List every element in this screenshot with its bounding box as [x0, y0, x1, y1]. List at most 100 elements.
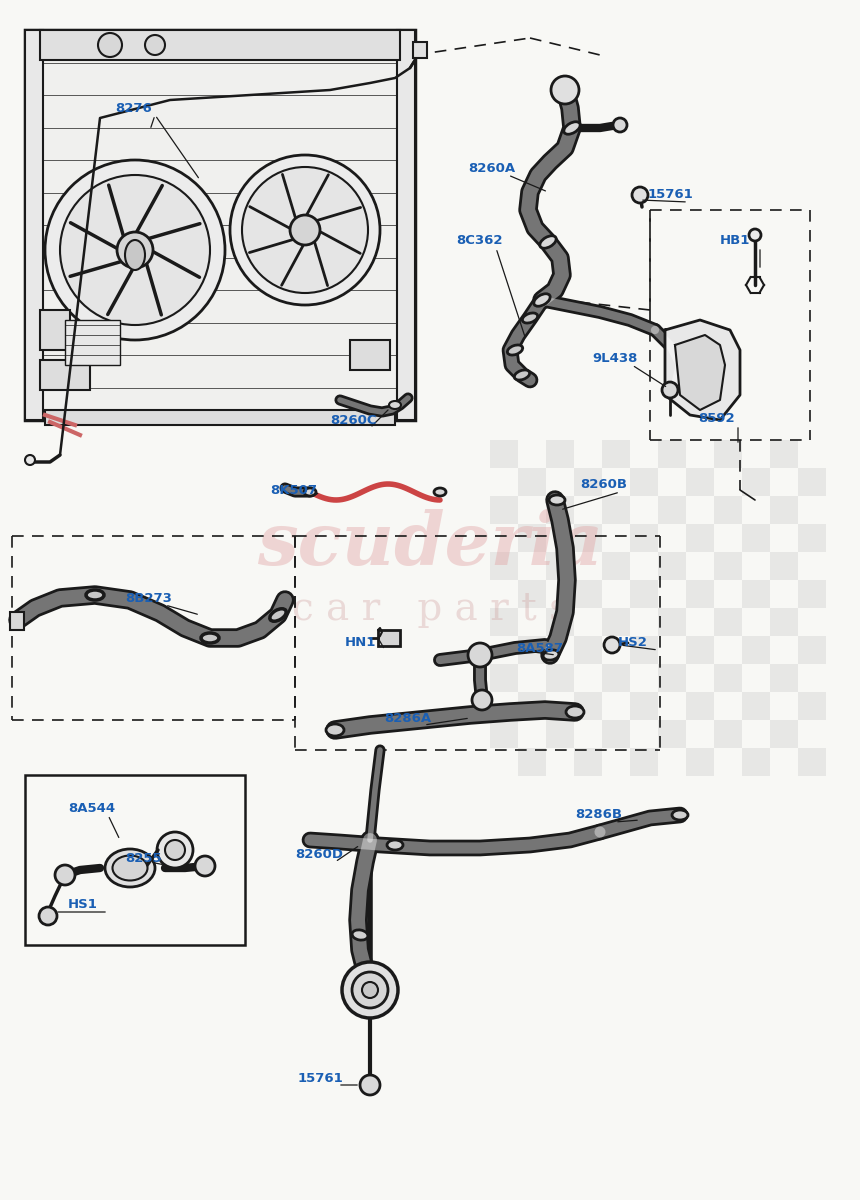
Circle shape	[749, 229, 761, 241]
Bar	[630, 580, 658, 608]
Bar	[798, 468, 826, 496]
Bar	[742, 692, 770, 720]
Bar	[10, 612, 24, 630]
Circle shape	[25, 455, 35, 464]
Bar	[742, 636, 770, 664]
Bar	[574, 524, 602, 552]
Bar	[798, 524, 826, 552]
Bar	[658, 496, 686, 524]
Text: 8276: 8276	[115, 102, 151, 114]
Bar	[742, 468, 770, 496]
Bar	[397, 30, 415, 420]
Ellipse shape	[549, 494, 565, 505]
Ellipse shape	[387, 840, 403, 850]
Circle shape	[45, 160, 225, 340]
Text: HN1: HN1	[345, 636, 377, 649]
Bar	[658, 440, 686, 468]
Text: 8A544: 8A544	[68, 802, 115, 815]
Bar	[546, 720, 574, 748]
Text: 15761: 15761	[648, 188, 694, 202]
Ellipse shape	[543, 650, 559, 660]
Circle shape	[362, 982, 378, 998]
Text: HB1: HB1	[720, 234, 751, 246]
Text: 8K507: 8K507	[270, 484, 317, 497]
Ellipse shape	[201, 634, 219, 643]
Polygon shape	[665, 320, 740, 420]
Text: 8B273: 8B273	[125, 592, 172, 605]
Ellipse shape	[514, 370, 530, 380]
Circle shape	[352, 972, 388, 1008]
Ellipse shape	[352, 930, 368, 940]
Ellipse shape	[270, 608, 286, 622]
Bar	[490, 440, 518, 468]
Text: 15761: 15761	[298, 1072, 344, 1085]
Bar	[798, 636, 826, 664]
Circle shape	[165, 840, 185, 860]
Ellipse shape	[566, 706, 584, 718]
Bar	[714, 720, 742, 748]
Bar	[45, 410, 395, 425]
Bar	[770, 720, 798, 748]
Bar	[25, 30, 415, 420]
Text: 8592: 8592	[698, 412, 734, 425]
Circle shape	[39, 907, 57, 925]
Bar	[602, 664, 630, 692]
Bar	[658, 720, 686, 748]
Polygon shape	[675, 335, 725, 410]
Ellipse shape	[534, 294, 550, 306]
Ellipse shape	[304, 488, 316, 496]
Bar	[742, 580, 770, 608]
Bar	[658, 608, 686, 636]
Text: 8260A: 8260A	[468, 162, 515, 174]
Bar	[630, 524, 658, 552]
Bar	[686, 692, 714, 720]
Ellipse shape	[113, 856, 148, 881]
Ellipse shape	[522, 313, 538, 323]
Bar	[602, 608, 630, 636]
Circle shape	[195, 856, 215, 876]
Ellipse shape	[86, 590, 104, 600]
Bar	[490, 720, 518, 748]
Circle shape	[662, 382, 678, 398]
Circle shape	[242, 167, 368, 293]
Ellipse shape	[564, 121, 580, 134]
Bar	[413, 42, 427, 58]
Bar	[770, 496, 798, 524]
Bar	[714, 608, 742, 636]
Bar	[518, 692, 546, 720]
Circle shape	[290, 215, 320, 245]
Text: HS2: HS2	[618, 636, 648, 649]
Circle shape	[342, 962, 398, 1018]
Bar	[518, 524, 546, 552]
Circle shape	[157, 832, 193, 868]
Circle shape	[55, 865, 75, 886]
Circle shape	[632, 187, 648, 203]
Circle shape	[604, 637, 620, 653]
Text: HS1: HS1	[68, 899, 98, 912]
Ellipse shape	[540, 235, 556, 248]
Text: 9L438: 9L438	[592, 352, 637, 365]
Bar	[742, 524, 770, 552]
Ellipse shape	[125, 240, 145, 270]
Bar	[714, 552, 742, 580]
Circle shape	[551, 76, 579, 104]
Ellipse shape	[434, 488, 446, 496]
Bar	[518, 748, 546, 776]
Bar	[378, 630, 400, 646]
Circle shape	[98, 32, 122, 56]
Circle shape	[60, 175, 210, 325]
Text: 8C362: 8C362	[456, 234, 502, 246]
Bar	[686, 580, 714, 608]
Text: scuderia: scuderia	[257, 510, 603, 581]
Bar	[574, 748, 602, 776]
Text: 8286A: 8286A	[384, 712, 431, 725]
Bar	[686, 468, 714, 496]
Bar	[658, 552, 686, 580]
Bar	[602, 552, 630, 580]
Bar	[546, 496, 574, 524]
Bar	[350, 340, 390, 370]
Text: 8260D: 8260D	[295, 848, 343, 862]
Bar	[490, 608, 518, 636]
Bar	[25, 775, 245, 946]
Bar	[40, 360, 90, 390]
